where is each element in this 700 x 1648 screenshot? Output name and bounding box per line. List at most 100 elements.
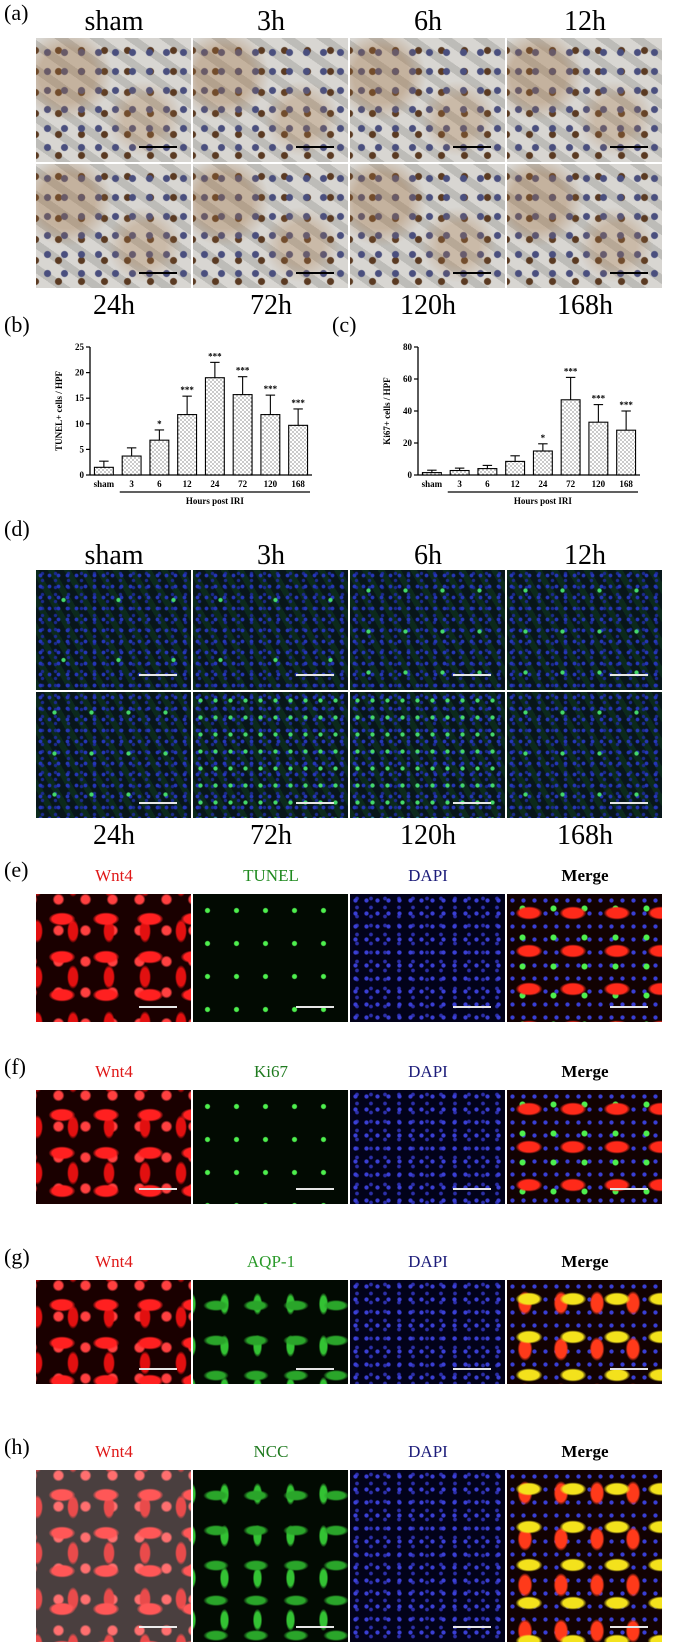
stain-image-f-ki67: [193, 1090, 348, 1204]
fluo-image-24h: [36, 692, 191, 818]
panel-label-a: (a): [4, 0, 29, 25]
panel-d-label-3h: 3h: [257, 540, 285, 571]
stain-label-g-merge: Merge: [561, 1252, 609, 1271]
scale-bar: [296, 272, 334, 274]
significance-mark: *: [157, 419, 162, 429]
y-axis-label: TUNEL+ cells / HPF: [54, 371, 64, 451]
bar-72: [560, 399, 581, 476]
y-tick-label: 0: [408, 470, 413, 480]
panel-label-c: (c): [332, 312, 357, 337]
stain-label-e-wnt4: Wnt4: [95, 866, 133, 885]
stain-image-g-merge: [507, 1280, 662, 1384]
scale-bar: [453, 1188, 491, 1190]
x-tick-label: 3: [129, 479, 134, 489]
stain-label-h-wnt4: Wnt4: [95, 1442, 133, 1461]
scale-bar: [610, 1626, 648, 1628]
stain-image-h-wnt4: [36, 1470, 191, 1642]
scale-bar: [610, 1006, 648, 1008]
scale-bar: [453, 1626, 491, 1628]
stain-label-f-wnt4: Wnt4: [95, 1062, 133, 1081]
scale-bar: [139, 802, 177, 804]
panel-d-label-168h: 168h: [557, 820, 613, 851]
panel-d-label-6h: 6h: [414, 540, 442, 571]
panel-a-label-12h: 12h: [564, 6, 606, 37]
ihc-image-6h: [350, 38, 505, 162]
significance-mark: ***: [291, 398, 305, 408]
scale-bar: [610, 674, 648, 676]
fluo-image-120h: [350, 692, 505, 818]
bar-sham: [93, 466, 114, 476]
x-tick-label: 120: [592, 479, 606, 489]
ihc-image-168h: [507, 164, 662, 288]
scale-bar: [453, 272, 491, 274]
y-tick-label: 25: [75, 342, 85, 352]
scale-bar: [610, 272, 648, 274]
stain-label-g-dapi: DAPI: [408, 1252, 448, 1271]
fluo-image-3h: [193, 570, 348, 690]
significance-mark: *: [541, 433, 546, 443]
stain-image-h-dapi: [350, 1470, 505, 1642]
y-tick-label: 20: [403, 438, 413, 448]
panel-a-label-6h: 6h: [414, 6, 442, 37]
scale-bar: [453, 1006, 491, 1008]
significance-mark: ***: [619, 400, 633, 410]
x-tick-label: sham: [94, 479, 115, 489]
significance-mark: ***: [208, 351, 222, 361]
ihc-image-72h: [193, 164, 348, 288]
bar-12: [177, 414, 198, 476]
x-tick-label: 120: [264, 479, 278, 489]
stain-image-f-merge: [507, 1090, 662, 1204]
stain-label-h-dapi: DAPI: [408, 1442, 448, 1461]
x-tick-label: 12: [511, 479, 521, 489]
scale-bar: [139, 146, 177, 148]
bar-6: [477, 468, 498, 476]
bar-72: [232, 394, 253, 476]
stain-image-h-merge: [507, 1470, 662, 1642]
scale-bar: [296, 1006, 334, 1008]
scale-bar: [296, 1626, 334, 1628]
scale-bar: [139, 1006, 177, 1008]
bar-sham: [421, 472, 442, 476]
scale-bar: [296, 1188, 334, 1190]
x-tick-label: 72: [238, 479, 248, 489]
x-axis-label: Hours post IRI: [186, 496, 245, 506]
stain-label-e-merge: Merge: [561, 866, 609, 885]
bar-6: [149, 439, 170, 476]
stain-image-g-dapi: [350, 1280, 505, 1384]
y-tick-label: 20: [75, 368, 85, 378]
bar-24: [532, 450, 553, 476]
bar-120: [588, 421, 609, 476]
panel-a-label-168h: 168h: [557, 290, 613, 321]
x-tick-label: 6: [485, 479, 490, 489]
scale-bar: [610, 146, 648, 148]
y-tick-label: 10: [75, 419, 85, 429]
panel-a-label-sham: sham: [84, 6, 144, 37]
stain-label-f-merge: Merge: [561, 1062, 609, 1081]
stain-label-h-merge: Merge: [561, 1442, 609, 1461]
y-tick-label: 60: [403, 374, 413, 384]
ihc-image-3h: [193, 38, 348, 162]
bar-12: [505, 460, 526, 476]
x-tick-label: 24: [210, 479, 220, 489]
scale-bar: [453, 1368, 491, 1370]
panel-a-label-120h: 120h: [400, 290, 456, 321]
scale-bar: [610, 1368, 648, 1370]
significance-mark: ***: [180, 385, 194, 395]
significance-mark: ***: [236, 366, 250, 376]
y-tick-label: 40: [403, 406, 413, 416]
x-tick-label: 12: [183, 479, 193, 489]
ihc-image-sham: [36, 38, 191, 162]
scale-bar: [296, 146, 334, 148]
stain-label-g-wnt4: Wnt4: [95, 1252, 133, 1271]
panel-d-label-24h: 24h: [93, 820, 135, 851]
x-tick-label: 3: [457, 479, 462, 489]
x-tick-label: 168: [291, 479, 305, 489]
scale-bar: [453, 146, 491, 148]
stain-label-f-ki67: Ki67: [254, 1062, 288, 1081]
panel-d-label-120h: 120h: [400, 820, 456, 851]
ihc-image-120h: [350, 164, 505, 288]
panel-label-h: (h): [4, 1434, 30, 1459]
y-tick-label: 0: [80, 470, 85, 480]
bar-3: [121, 455, 142, 476]
significance-mark: ***: [264, 384, 278, 394]
